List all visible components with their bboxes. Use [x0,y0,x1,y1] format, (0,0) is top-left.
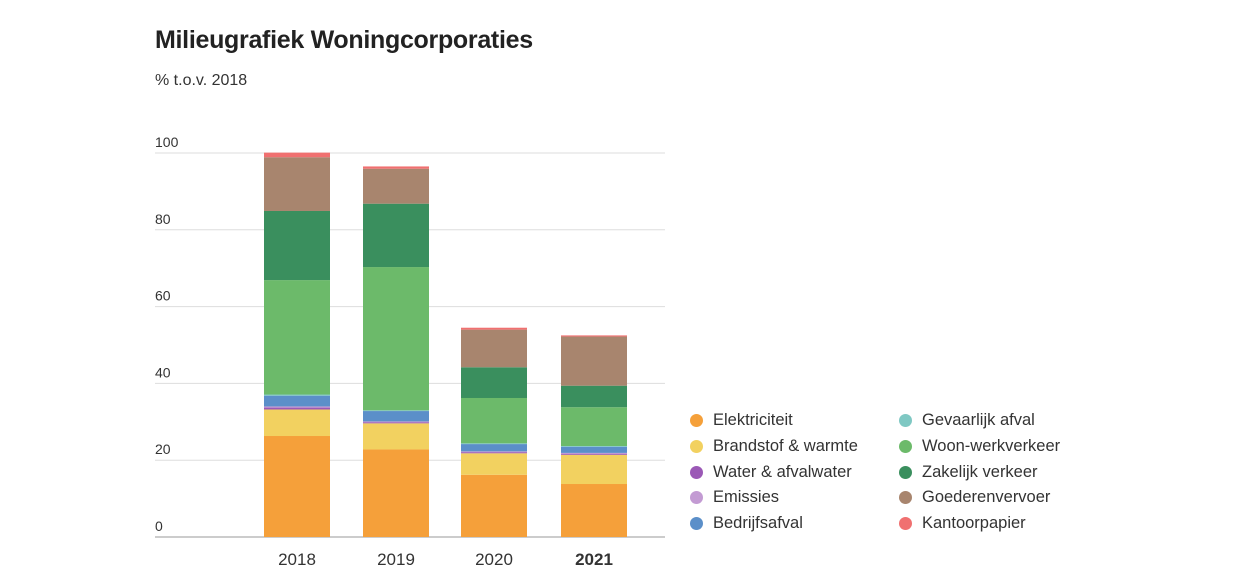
bar-segment-2020-brandstof-warmte [461,453,527,475]
legend-label: Bedrijfsafval [713,514,803,533]
legend-item-emissies: Emissies [690,488,779,507]
bar-segment-2021-zakelijk-verkeer [561,385,627,408]
bar-segment-2020-zakelijk-verkeer [461,367,527,398]
legend-item-bedrijfsafval: Bedrijfsafval [690,514,803,533]
legend-label: Woon-werkverkeer [922,436,1061,455]
legend-swatch [690,439,703,453]
bar-segment-2018-goederenvervoer [264,157,330,211]
x-tick-label-2018: 2018 [278,550,316,569]
legend-swatch [690,414,703,427]
legend-label: Emissies [713,488,780,507]
bar-segment-2019-gevaarlijk-afval [363,410,429,412]
y-tick-label-40: 40 [155,364,171,380]
bar-segment-2018-bedrijfsafval [264,395,330,407]
bar-segment-2020-bedrijfsafval [461,444,527,452]
bar-segment-2019-elektriciteit [363,449,429,537]
legend-swatch [899,491,912,505]
bar-segment-2020-gevaarlijk-afval [461,443,527,445]
bar-segment-2020-elektriciteit [461,474,527,537]
y-tick-label-80: 80 [155,211,171,227]
legend-swatch [899,414,912,427]
legend-item-gevaarlijk-afval: Gevaarlijk afval [899,411,1035,430]
legend-label: Gevaarlijk afval [922,411,1035,429]
bar-segment-2019-zakelijk-verkeer [363,203,429,268]
bar-segment-2021-elektriciteit [561,484,627,537]
legend-label: Elektriciteit [713,411,793,429]
legend-item-kantoorpapier: Kantoorpapier [899,514,1026,533]
bar-segment-2018-water-afvalwater [264,407,330,410]
legend-item-goederenvervoer: Goederenvervoer [899,488,1050,507]
y-tick-label-0: 0 [155,518,163,534]
legend-swatch [899,517,912,531]
x-tick-label-2021: 2021 [575,550,613,569]
chart-title: Milieugrafiek Woningcorporaties [155,26,533,54]
bar-segment-2019-bedrijfsafval [363,411,429,422]
legend-label: Water & afvalwater [713,462,852,481]
legend-swatch [899,465,912,479]
bar-segment-2018-zakelijk-verkeer [264,210,330,281]
legend-item-water-afvalwater: Water & afvalwater [690,463,852,482]
x-tick-label-2019: 2019 [377,550,415,569]
bar-segment-2018-elektriciteit [264,436,330,537]
legend-swatch [690,517,703,531]
chart-subtitle: % t.o.v. 2018 [155,72,248,89]
bar-segment-2020-water-afvalwater [461,452,527,454]
bar-segment-2019-brandstof-warmte [363,423,429,450]
bar-segment-2018-kantoorpapier [264,152,330,158]
legend-label: Brandstof & warmte [713,436,858,455]
bar-segment-2018-emissies [264,406,330,408]
bar-segment-2019-kantoorpapier [363,166,429,169]
bar-segment-2021-emissies [561,452,627,454]
bar-segment-2020-emissies [461,451,527,453]
bar-segment-2019-goederenvervoer [363,168,429,204]
bar-segment-2018-gevaarlijk-afval [264,394,330,396]
bar-segment-2021-kantoorpapier [561,335,627,337]
bar-segment-2021-woon-werkverkeer [561,407,627,446]
legend-item-brandstof-warmte: Brandstof & warmte [690,437,858,456]
legend-item-woon-werkverkeer: Woon-werkverkeer [899,437,1060,456]
y-tick-label-100: 100 [155,134,179,150]
y-tick-label-20: 20 [155,441,171,457]
bar-segment-2021-water-afvalwater [561,453,627,455]
legend-swatch [690,465,703,479]
legend-item-elektriciteit: Elektriciteit [690,411,793,430]
legend-swatch [899,439,912,453]
bar-segment-2020-kantoorpapier [461,327,527,330]
bar-segment-2019-woon-werkverkeer [363,267,429,411]
legend-swatch [690,491,703,505]
bar-segment-2021-gevaarlijk-afval [561,445,627,447]
bar-segment-2021-bedrijfsafval [561,446,627,453]
legend-label: Zakelijk verkeer [922,462,1038,481]
legend-label: Goederenvervoer [922,488,1051,507]
bar-segment-2018-brandstof-warmte [264,409,330,437]
bar-segment-2018-woon-werkverkeer [264,280,330,395]
bar-segment-2021-brandstof-warmte [561,454,627,485]
bar-segment-2019-water-afvalwater [363,422,429,424]
legend-item-zakelijk-verkeer: Zakelijk verkeer [899,463,1038,482]
x-tick-label-2020: 2020 [475,550,513,569]
bar-segment-2020-goederenvervoer [461,329,527,368]
bar-segment-2019-emissies [363,421,429,423]
y-tick-label-60: 60 [155,288,171,304]
legend-label: Kantoorpapier [922,514,1026,533]
bar-segment-2020-woon-werkverkeer [461,397,527,444]
bar-segment-2021-goederenvervoer [561,336,627,386]
